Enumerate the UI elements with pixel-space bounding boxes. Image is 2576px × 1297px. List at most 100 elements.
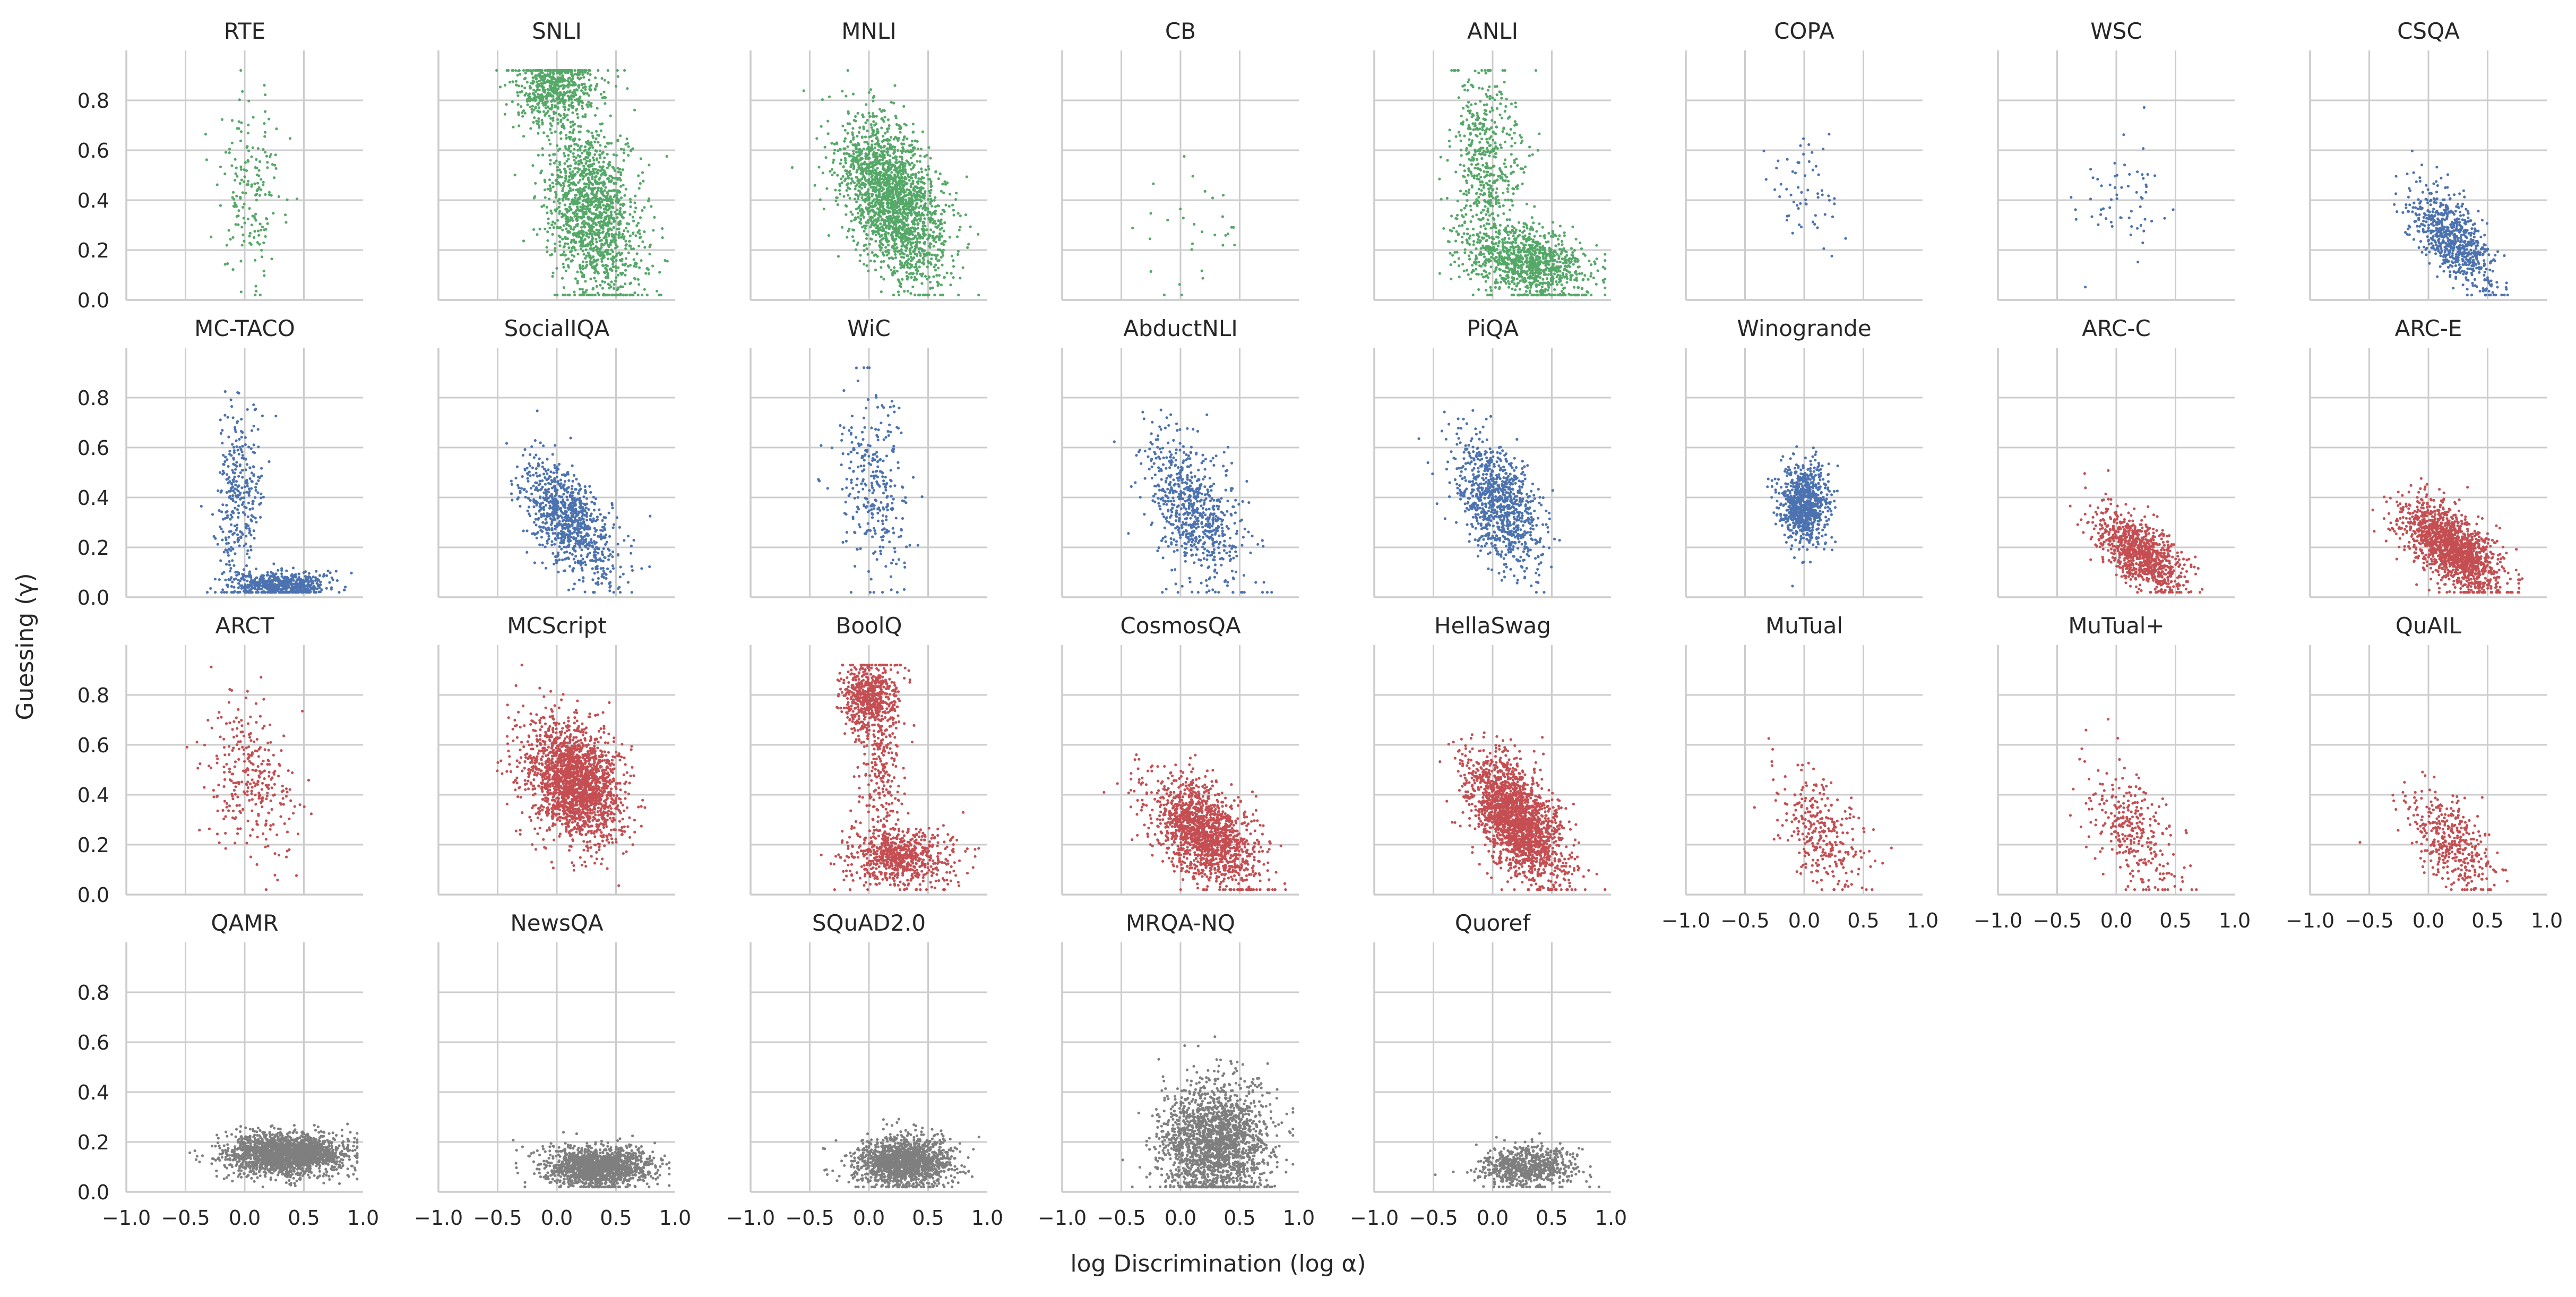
data-point [521, 111, 524, 114]
data-point [1505, 98, 1508, 101]
data-point [585, 254, 588, 257]
data-point [566, 71, 570, 74]
data-point [255, 289, 258, 293]
data-point [597, 134, 600, 137]
data-point [1488, 214, 1491, 217]
data-point [903, 176, 907, 179]
data-point [616, 139, 619, 142]
series-points [790, 69, 980, 297]
data-point [1476, 177, 1479, 181]
data-point [846, 69, 849, 72]
data-point [262, 269, 265, 273]
data-point [260, 188, 263, 191]
data-point [567, 265, 570, 269]
data-point [887, 231, 890, 235]
data-point [537, 96, 540, 99]
data-point [877, 183, 881, 186]
data-point [837, 255, 840, 258]
data-point [858, 126, 861, 129]
data-point [891, 178, 894, 182]
data-point [1486, 210, 1489, 213]
data-point [1481, 87, 1484, 90]
data-point [606, 192, 609, 195]
data-point [876, 128, 879, 131]
data-point [264, 110, 267, 113]
data-point [843, 147, 847, 150]
data-point [266, 222, 269, 225]
data-point [1485, 109, 1488, 113]
data-point [537, 132, 540, 135]
data-point [567, 147, 571, 150]
data-point [927, 146, 931, 149]
data-point [572, 152, 575, 155]
data-point [582, 276, 585, 279]
data-point [613, 188, 616, 192]
data-point [562, 116, 565, 120]
data-point [627, 153, 630, 157]
data-point [566, 95, 570, 98]
data-point [1461, 84, 1464, 88]
data-point [952, 209, 955, 212]
data-point [884, 177, 888, 180]
data-point [574, 167, 577, 170]
data-point [553, 200, 556, 203]
data-point [592, 162, 596, 166]
data-point [922, 258, 925, 261]
panel-title: MNLI [841, 18, 896, 44]
data-point [941, 235, 944, 238]
data-point [880, 290, 883, 294]
data-point [240, 244, 244, 247]
data-point [892, 138, 895, 141]
data-point [917, 177, 920, 181]
data-point [549, 159, 552, 162]
data-point [886, 150, 890, 153]
data-point [901, 187, 904, 190]
data-point [551, 182, 554, 185]
data-point [833, 149, 837, 152]
data-point [587, 178, 590, 182]
data-point [1461, 235, 1464, 238]
data-point [886, 142, 890, 145]
data-point [929, 228, 933, 231]
data-point [872, 120, 875, 123]
data-point [877, 199, 881, 202]
data-point [524, 72, 527, 75]
data-point [1484, 174, 1488, 177]
data-point [254, 294, 257, 297]
data-point [614, 279, 617, 282]
data-point [934, 222, 937, 225]
data-point [1477, 71, 1480, 74]
data-point [627, 251, 630, 254]
data-point [603, 189, 606, 192]
data-point [1467, 109, 1470, 113]
data-point [1484, 69, 1487, 72]
data-point [858, 148, 861, 151]
data-point [546, 91, 549, 95]
data-point [641, 240, 644, 243]
data-point [819, 198, 822, 201]
data-point [923, 205, 926, 209]
data-point [1486, 218, 1489, 221]
data-point [583, 115, 587, 118]
data-point [622, 294, 625, 297]
data-point [938, 220, 942, 223]
data-point [588, 226, 592, 229]
data-point [853, 197, 857, 201]
data-point [901, 212, 904, 216]
data-point [562, 262, 565, 265]
data-point [558, 175, 562, 178]
data-point [574, 109, 578, 112]
data-point [549, 117, 553, 120]
data-point [864, 200, 867, 203]
data-point [1496, 195, 1499, 198]
data-point [893, 266, 896, 269]
data-point [900, 245, 903, 248]
data-point [650, 205, 653, 208]
data-point [1496, 147, 1499, 150]
data-point [894, 161, 898, 164]
data-point [619, 203, 622, 206]
data-point [567, 108, 570, 111]
data-point [1463, 134, 1466, 138]
data-point [581, 260, 584, 263]
data-point [572, 124, 575, 127]
